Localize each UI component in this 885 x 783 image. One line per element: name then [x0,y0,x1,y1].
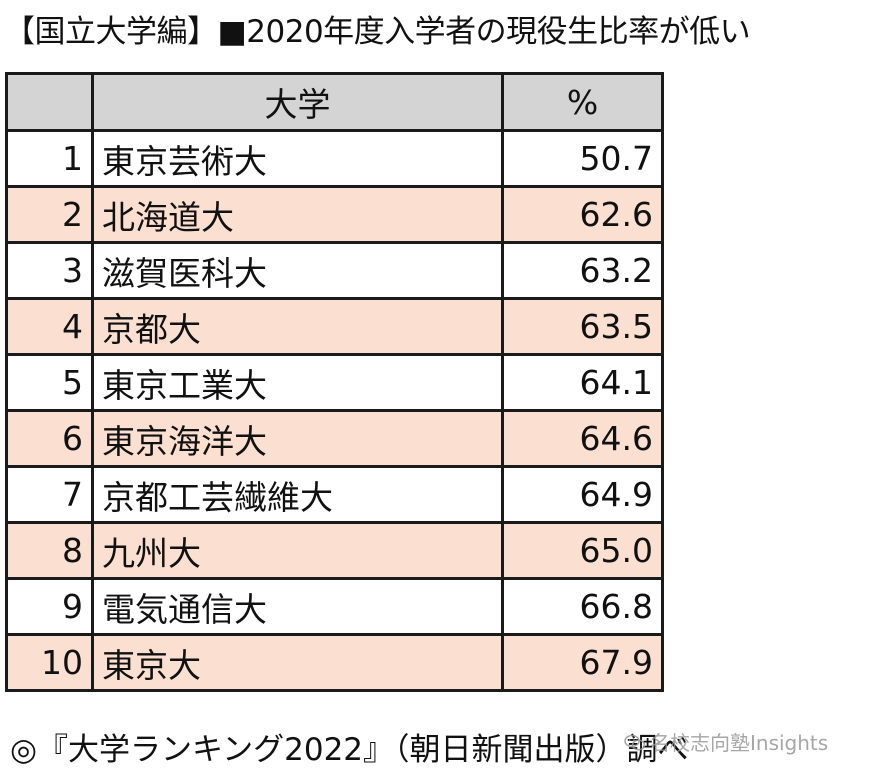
percent-cell: 64.9 [501,465,664,524]
table-header-row: 大学 % [5,72,664,132]
rank-cell: 9 [5,577,94,636]
university-cell: 東京芸術大 [91,129,504,188]
university-cell: 京都大 [91,297,504,356]
percent-cell: 65.0 [501,521,664,580]
wechat-icon [624,734,646,751]
university-cell: 北海道大 [91,185,504,244]
rank-cell: 1 [5,129,94,188]
table-row: 7 京都工芸繊維大 64.9 [5,465,664,524]
table-row: 1 東京芸術大 50.7 [5,129,664,188]
percent-cell: 63.2 [501,241,664,300]
rank-cell: 10 [5,633,94,692]
header-percent: % [501,72,664,132]
percent-cell: 64.1 [501,353,664,412]
source-note: ◎『大学ランキング2022』（朝日新聞出版）調べ [10,732,689,768]
watermark: 名校志向塾Insights [624,729,828,757]
percent-cell: 64.6 [501,409,664,468]
rank-cell: 7 [5,465,94,524]
university-cell: 京都工芸繊維大 [91,465,504,524]
university-cell: 東京大 [91,633,504,692]
university-cell: 電気通信大 [91,577,504,636]
table-row: 6 東京海洋大 64.6 [5,409,664,468]
percent-cell: 63.5 [501,297,664,356]
ranking-table: 大学 % 1 東京芸術大 50.7 2 北海道大 62.6 3 滋賀医科大 63… [5,72,664,692]
rank-cell: 2 [5,185,94,244]
percent-cell: 50.7 [501,129,664,188]
table-row: 5 東京工業大 64.1 [5,353,664,412]
university-cell: 東京海洋大 [91,409,504,468]
university-cell: 九州大 [91,521,504,580]
table-row: 3 滋賀医科大 63.2 [5,241,664,300]
table-row: 4 京都大 63.5 [5,297,664,356]
university-cell: 東京工業大 [91,353,504,412]
table-row: 9 電気通信大 66.8 [5,577,664,636]
header-university: 大学 [91,72,504,132]
rank-cell: 5 [5,353,94,412]
rank-cell: 6 [5,409,94,468]
rank-cell: 4 [5,297,94,356]
rank-cell: 8 [5,521,94,580]
watermark-text: 名校志向塾Insights [650,731,829,755]
table-row: 8 九州大 65.0 [5,521,664,580]
header-rank [5,72,94,132]
page-title: 【国立大学編】■2020年度入学者の現役生比率が低い [4,14,751,50]
percent-cell: 66.8 [501,577,664,636]
table-row: 2 北海道大 62.6 [5,185,664,244]
percent-cell: 67.9 [501,633,664,692]
rank-cell: 3 [5,241,94,300]
percent-cell: 62.6 [501,185,664,244]
table-row: 10 東京大 67.9 [5,633,664,692]
university-cell: 滋賀医科大 [91,241,504,300]
